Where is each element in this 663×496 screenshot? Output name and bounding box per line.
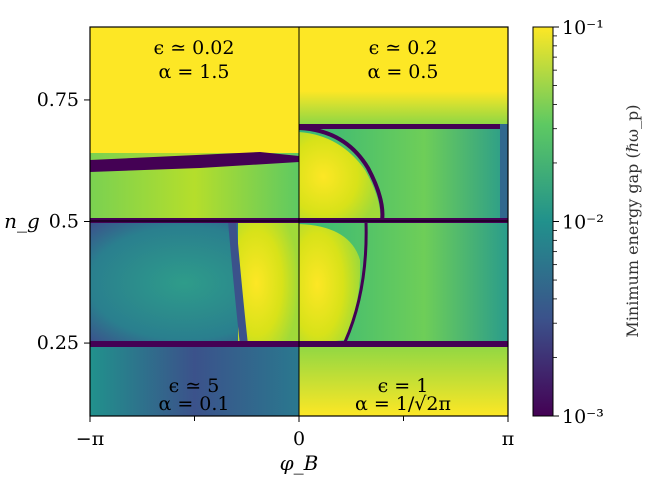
x-tick-label: −π — [76, 428, 104, 450]
panel-bottom-right-line1: ϵ = 1 — [378, 375, 429, 397]
region-top-right-yellow-lobe — [299, 132, 381, 221]
panel-bottom-left-line1: ϵ ≃ 5 — [169, 375, 220, 397]
x-axis-title: φ_B — [280, 451, 319, 475]
region-top-right-transition — [299, 91, 508, 124]
colorbar — [533, 27, 553, 416]
y-tick-label: 0.5 — [49, 211, 79, 233]
panel-top-left-line1: ϵ ≃ 0.02 — [154, 37, 235, 59]
panel-top-left-line2: α = 1.5 — [158, 61, 229, 83]
colorbar-title: Minimum energy gap (ℏω_p) — [623, 104, 642, 337]
region-bottom-left-yellow — [238, 221, 299, 345]
colorbar-tick-label: 10⁻³ — [562, 406, 604, 428]
region-bottom-right-yellow-lobe — [299, 224, 361, 345]
region-top-right-gap-curve — [298, 126, 385, 222]
region-bottom-left-valley — [228, 220, 248, 346]
panel-bottom-left-line2: α = 0.1 — [158, 393, 229, 415]
region-top-right-saturated — [299, 27, 508, 91]
region-bottom-left-lower — [90, 345, 299, 416]
region-bottom-right-gap-curve — [343, 221, 368, 343]
colorbar-tick-label: 10⁻¹ — [562, 17, 604, 39]
y-axis-ticks: 0.25 0.5 0.75 — [37, 89, 90, 354]
x-tick-label: π — [502, 428, 515, 450]
panel-top-right-line1: ϵ ≃ 0.2 — [369, 37, 438, 59]
panel-top-right-line2: α = 0.5 — [367, 61, 438, 83]
y-tick-label: 0.75 — [37, 89, 79, 111]
heatmap-raster — [90, 27, 508, 416]
panel-bottom-right-line2: α = 1/√2π — [355, 393, 451, 415]
region-top-left-gap-line — [90, 152, 299, 172]
x-axis-ticks: −π 0 π — [76, 416, 514, 450]
colorbar-tick-label: 10⁻² — [562, 212, 604, 234]
region-top-right-gap-top — [299, 124, 508, 129]
colorbar-ticks: 10⁻¹ 10⁻² 10⁻³ — [553, 17, 604, 428]
y-tick-label: 0.25 — [37, 332, 79, 354]
region-top-left-saturated — [90, 27, 299, 153]
region-bottom-right-lower — [299, 345, 508, 416]
region-top-right-edge — [500, 124, 508, 221]
x-tick-label: 0 — [293, 428, 305, 450]
y-axis-title: n_g — [4, 209, 40, 233]
